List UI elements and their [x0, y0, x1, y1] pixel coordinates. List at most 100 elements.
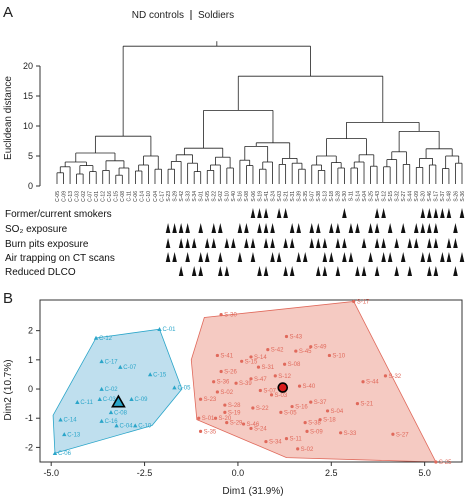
trait-marker-so-exposure-s-18 — [329, 223, 334, 233]
trait-marker-former-current-smokers-s-19 — [257, 208, 262, 218]
trait-marker-reduced-dlco-s-42 — [178, 266, 184, 276]
leaf-label-c-17: C-17 — [159, 191, 165, 202]
leaf-label-s-24: S-24 — [270, 191, 276, 202]
trait-marker-reduced-dlco-s-43 — [374, 266, 380, 276]
trait-marker-so-exposure-s-09 — [413, 223, 419, 233]
pca-point-label-c-17: C-17 — [105, 359, 119, 365]
pca-point-s-09 — [305, 429, 309, 433]
leaf-label-s-02: S-02 — [218, 191, 224, 202]
trait-marker-former-current-smokers-s-46 — [427, 208, 432, 218]
trait-marker-reduced-dlco-s-02 — [218, 266, 223, 276]
trait-marker-reduced-dlco-s-31 — [289, 266, 295, 276]
dendrogram-y-axis-label: Euclidean distance — [3, 76, 14, 160]
pca-point-s-03 — [269, 393, 274, 397]
pca-point-s-46 — [241, 422, 246, 426]
dendrogram-tree — [56, 41, 463, 184]
trait-marker-air-trapping-on-ct-scans-s-12 — [381, 252, 386, 262]
trait-marker-air-trapping-on-ct-scans-s-36 — [459, 252, 465, 262]
pca-point-c-10 — [133, 423, 138, 428]
pca-point-s-20 — [213, 416, 218, 420]
pca-point-label-c-12: C-12 — [99, 336, 113, 342]
trait-marker-so-exposure-s-28 — [335, 223, 341, 233]
pca-point-s-29 — [225, 420, 229, 425]
leaf-label-s-29: S-29 — [172, 191, 178, 202]
pca-point-s-34 — [264, 439, 268, 444]
pca-point-label-c-03: C-03 — [103, 397, 117, 403]
pca-point-s-27 — [391, 432, 395, 436]
trait-marker-reduced-dlco-s-46 — [427, 266, 432, 276]
trait-marker-reduced-dlco-s-10 — [224, 266, 230, 276]
trait-marker-air-trapping-on-ct-scans-s-39 — [296, 252, 301, 262]
trait-marker-burn-pits-exposure-s-38 — [315, 238, 321, 248]
leaf-label-s-18: S-18 — [329, 191, 335, 202]
trait-marker-former-current-smokers-s-43 — [374, 208, 380, 218]
leaf-label-s-48: S-48 — [447, 191, 453, 202]
trait-marker-air-trapping-on-ct-scans-s-23 — [165, 252, 171, 262]
leaf-label-s-06: S-06 — [251, 191, 257, 202]
pca-point-label-c-02: C-02 — [105, 387, 119, 393]
leaf-label-s-43: S-43 — [375, 191, 381, 202]
leaf-label-s-11: S-11 — [349, 191, 355, 201]
trait-label-air-trapping-on-ct-scans: Air trapping on CT scans — [5, 253, 115, 264]
trait-marker-former-current-smokers-s-30 — [342, 208, 347, 218]
trait-marker-burn-pits-exposure-s-09 — [413, 238, 419, 248]
pca-point-s-18 — [318, 418, 322, 422]
pca-point-s-02 — [215, 390, 219, 394]
trait-marker-so-exposure-s-46 — [427, 223, 432, 233]
leaf-label-c-02: C-02 — [81, 191, 87, 202]
pca-point-label-s-47: S-47 — [254, 377, 267, 383]
trait-marker-burn-pits-exposure-s-34 — [191, 238, 197, 248]
trait-marker-reduced-dlco-s-21 — [283, 266, 288, 276]
pca-point-label-s-37: S-37 — [314, 400, 327, 406]
pca-point-label-s-02b: S-02 — [301, 447, 314, 453]
pca-point-c-02 — [99, 386, 104, 391]
trait-marker-burn-pits-exposure-s-22 — [211, 238, 217, 248]
pca-point-label-s-14: S-14 — [254, 355, 267, 361]
pca-point-s-30 — [219, 312, 223, 317]
pca-point-label-s-25: S-25 — [439, 460, 452, 466]
leaf-label-c-06: C-06 — [133, 191, 139, 202]
trait-marker-burn-pits-exposure-s-08 — [244, 238, 249, 248]
trait-marker-former-current-smokers-s-41 — [263, 208, 269, 218]
pca-y-tick-label: 0 — [28, 384, 33, 394]
pca-point-s-23 — [198, 397, 203, 401]
pca-point-label-s-28: S-28 — [228, 403, 241, 409]
trait-marker-so-exposure-s-41 — [263, 223, 269, 233]
trait-marker-so-exposure-s-38 — [315, 223, 321, 233]
trait-marker-burn-pits-exposure-s-23 — [165, 238, 171, 248]
pca-point-label-s-04: S-04 — [331, 409, 344, 415]
pca-point-s-11 — [284, 437, 289, 441]
pca-point-c-11 — [75, 399, 80, 404]
pca-point-label-s-08: S-08 — [288, 362, 301, 368]
trait-marker-former-current-smokers-s-37 — [440, 208, 445, 218]
pca-point-c-13 — [62, 432, 67, 437]
trait-marker-so-exposure-s-16 — [237, 223, 243, 233]
pca-point-s-42 — [266, 348, 270, 352]
leaf-label-s-21: S-21 — [283, 191, 289, 202]
pca-point-label-s-49: S-49 — [314, 345, 327, 351]
leaf-label-s-26: S-26 — [453, 191, 459, 202]
leaf-label-s-17: S-17 — [434, 191, 440, 202]
pca-point-s-16 — [290, 404, 294, 409]
trait-marker-reduced-dlco-s-28 — [335, 266, 341, 276]
pca-hulls — [52, 301, 437, 463]
pca-point-label-s-45: S-45 — [299, 349, 312, 355]
trait-marker-air-trapping-on-ct-scans-s-24 — [270, 252, 275, 262]
leaf-label-s-19: S-19 — [257, 191, 263, 202]
trait-label-burn-pits-exposure: Burn pits exposure — [5, 239, 89, 250]
trait-marker-burn-pits-exposure-s-30 — [342, 238, 347, 248]
pca-point-label-s-30: S-30 — [224, 313, 237, 319]
trait-marker-burn-pits-exposure-s-33 — [185, 238, 190, 248]
trait-marker-so-exposure-s-25 — [368, 223, 373, 233]
trait-marker-former-current-smokers-s-06 — [250, 208, 256, 218]
trait-marker-so-exposure-s-39 — [296, 223, 301, 233]
trait-marker-air-trapping-on-ct-scans-s-16 — [237, 252, 243, 262]
pca-x-axis-label: Dim1 (31.9%) — [222, 486, 283, 497]
pca-point-label-s-10: S-10 — [332, 353, 345, 359]
trait-marker-burn-pits-exposure-s-10 — [224, 238, 230, 248]
leaf-label-c-14: C-14 — [140, 191, 146, 202]
leaf-label-s-32: S-32 — [394, 191, 400, 202]
trait-marker-so-exposure-s-33 — [185, 223, 190, 233]
leaf-label-c-11: C-11 — [127, 191, 133, 202]
